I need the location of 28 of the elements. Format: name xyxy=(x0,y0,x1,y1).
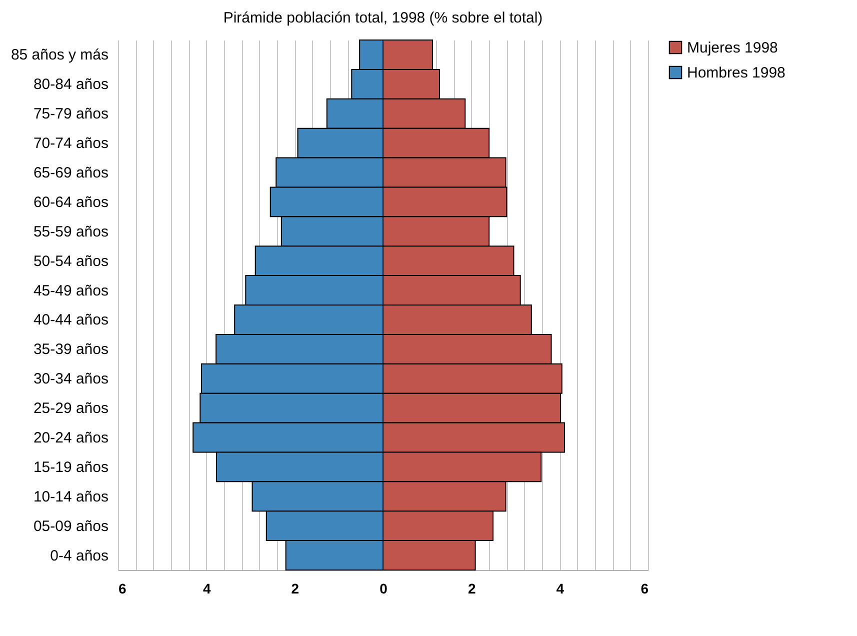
x-tick-label: 6 xyxy=(118,580,126,596)
legend-label: Hombres 1998 xyxy=(687,64,786,82)
x-tick-label: 4 xyxy=(202,580,211,596)
x-tick-label: 2 xyxy=(291,580,300,596)
y-tick-label: 80-84 años xyxy=(33,76,108,94)
legend-label: Mujeres 1998 xyxy=(687,40,778,56)
y-tick-label: 55-59 años xyxy=(33,223,108,240)
y-tick-label: 20-24 años xyxy=(33,430,108,446)
y-tick-label: 70-74 años xyxy=(33,135,108,152)
y-tick-label: 50-54 años xyxy=(33,252,108,270)
x-tick-label: 4 xyxy=(556,580,564,596)
x-tick-label: 2 xyxy=(468,580,476,596)
chart-title: Pirámide población total, 1998 (% sobre el total) xyxy=(223,10,543,26)
y-tick-label: 05-09 años xyxy=(33,518,108,535)
y-tick-label: 85 años y más xyxy=(10,46,108,64)
y-tick-label: 40-44 años xyxy=(33,312,108,329)
y-tick-label: 30-34 años xyxy=(33,370,108,388)
y-tick-label: 65-69 años xyxy=(33,164,108,182)
x-tick-label: 6 xyxy=(640,580,649,596)
x-tick-label: 0 xyxy=(380,580,388,596)
y-tick-label: 75-79 años xyxy=(33,106,108,123)
y-tick-label: 60-64 años xyxy=(33,194,108,211)
y-tick-label: 25-29 años xyxy=(33,400,108,418)
y-tick-label: 0-4 años xyxy=(50,547,108,564)
y-tick-label: 15-19 años xyxy=(33,458,108,476)
y-tick-label: 10-14 años xyxy=(33,488,108,506)
y-tick-label: 45-49 años xyxy=(33,282,108,300)
y-tick-label: 35-39 años xyxy=(33,341,108,358)
